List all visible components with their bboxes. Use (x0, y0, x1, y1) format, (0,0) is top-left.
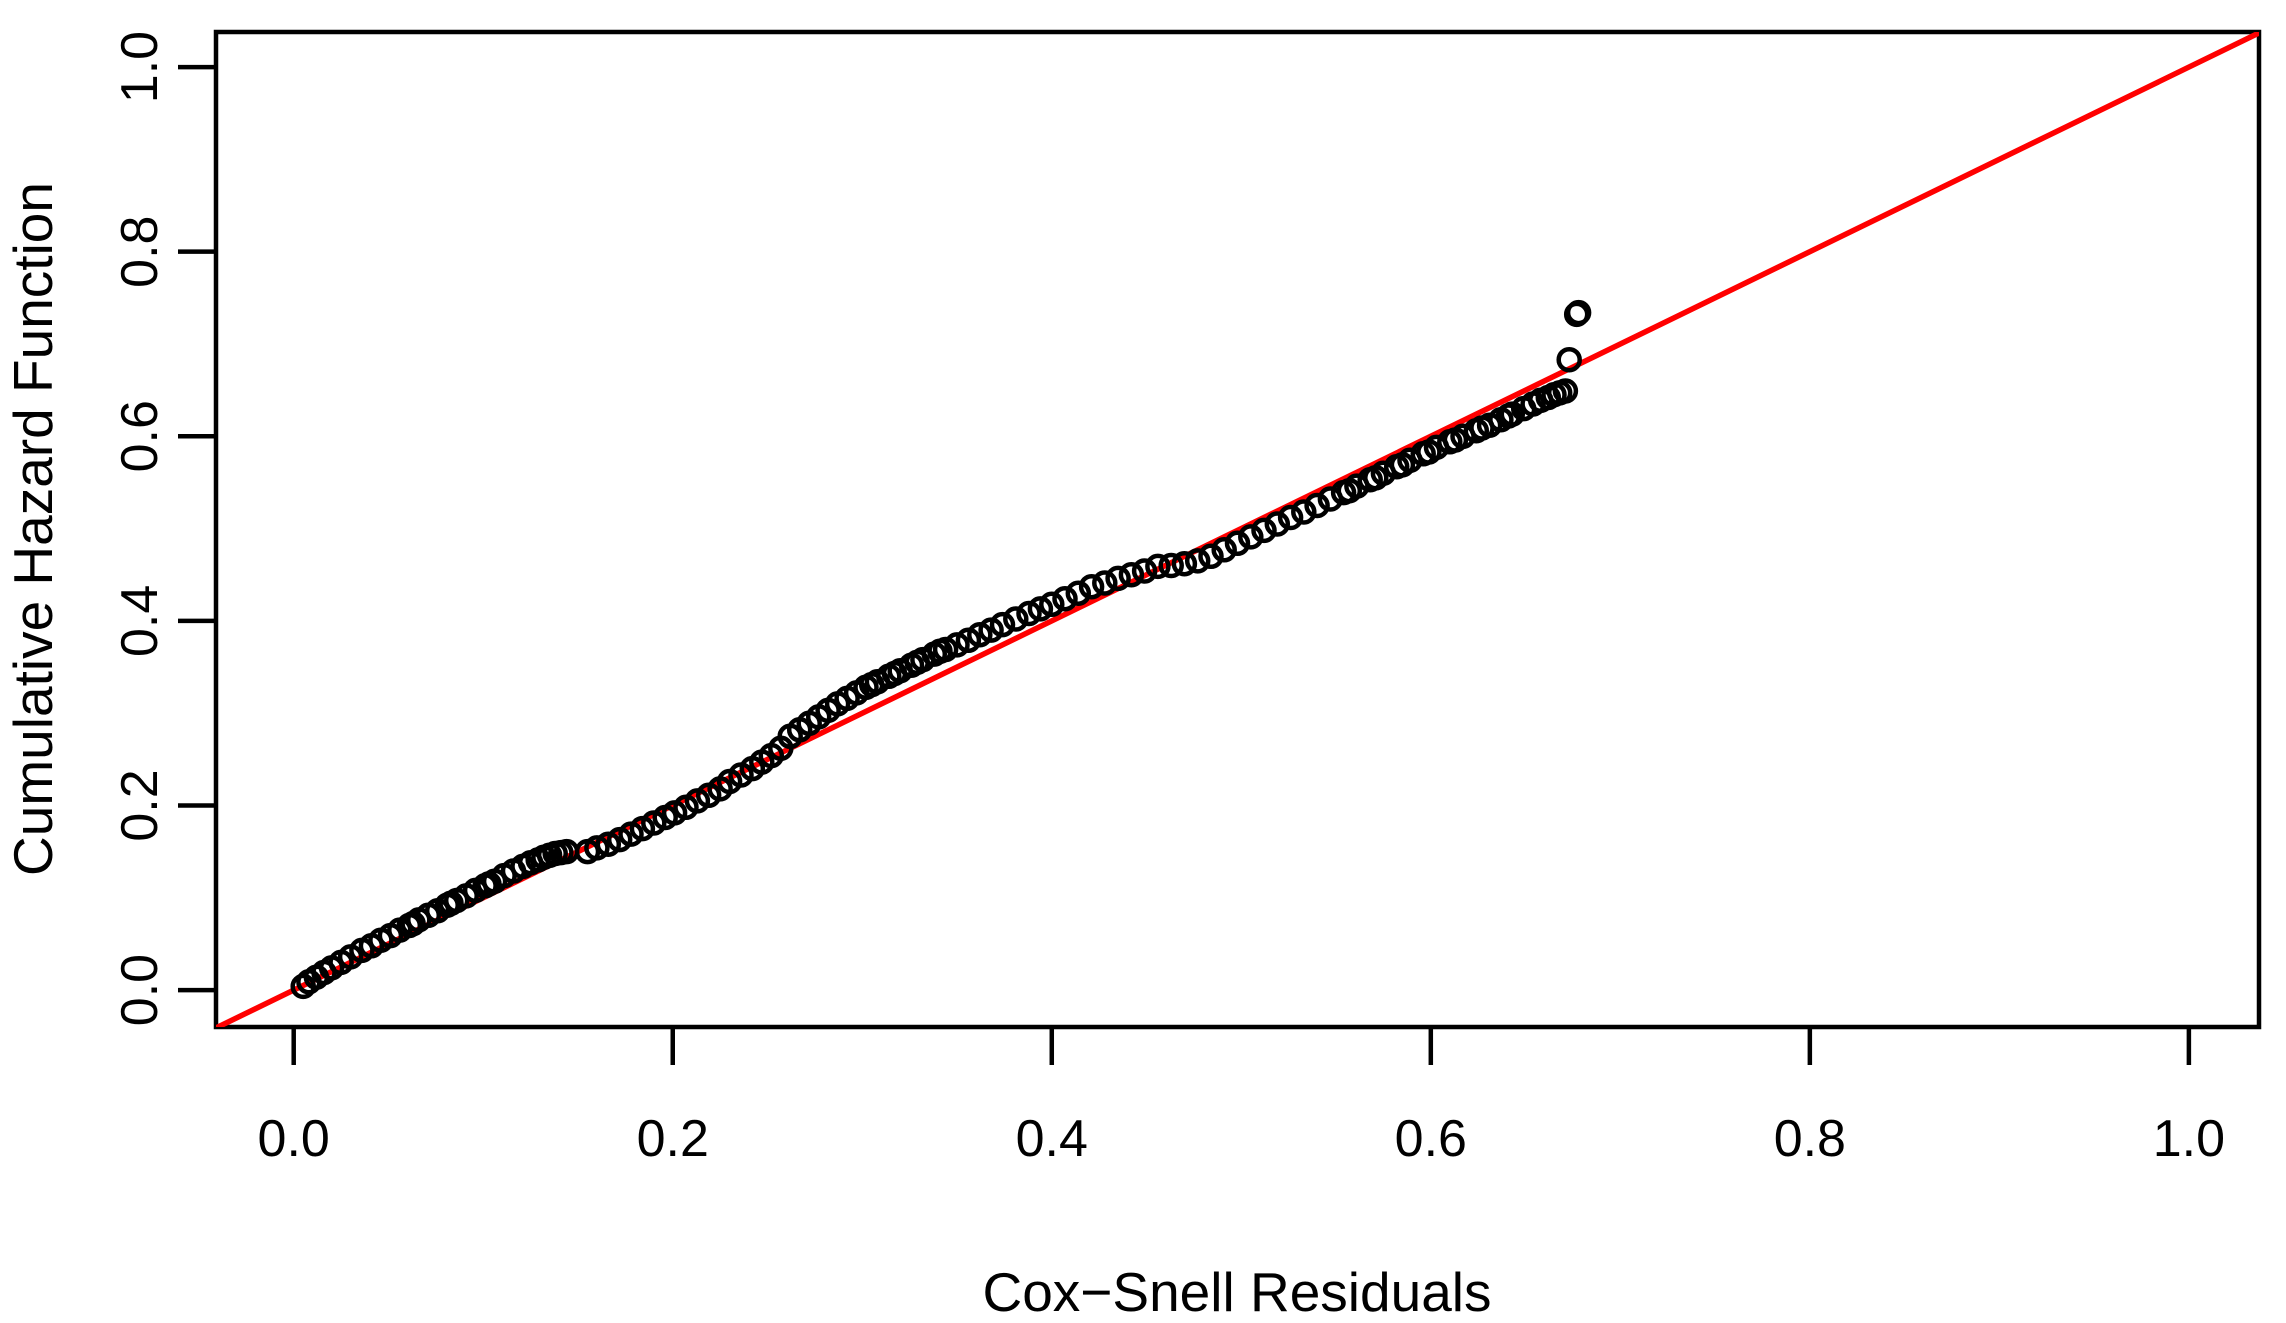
data-point (1552, 378, 1579, 404)
data-point (1184, 548, 1211, 574)
data-point (1145, 553, 1171, 580)
x-tick-label-1.0: 1.0 (2153, 1110, 2225, 1168)
x-tick-label-0.0: 0.0 (258, 1110, 330, 1168)
data-point (1277, 504, 1304, 531)
data-point (944, 632, 970, 658)
y-tick-label-1.0: 1.0 (111, 31, 169, 103)
plot-panel-border (213, 29, 2262, 1030)
data-point (1304, 492, 1330, 519)
x-axis-ticks: 0.0 0.2 0.4 0.6 0.8 1.0 (258, 1027, 2225, 1168)
data-point (1556, 346, 1582, 373)
y-tick-label-0.4: 0.4 (111, 585, 169, 657)
data-point (1118, 561, 1145, 588)
data-point (1092, 570, 1118, 596)
data-point (1131, 558, 1158, 584)
data-point (1065, 580, 1092, 606)
data-point (932, 636, 959, 663)
data-point (1003, 606, 1029, 632)
y-tick-label-0.8: 0.8 (111, 216, 169, 288)
data-point (1027, 596, 1054, 622)
data-point (595, 831, 622, 857)
data-point (1291, 499, 1317, 525)
x-tick-label-0.2: 0.2 (637, 1110, 709, 1168)
y-axis-ticks: 0.0 0.2 0.4 0.6 0.8 1.0 (111, 31, 216, 1026)
data-point (1105, 565, 1131, 592)
scatter-points-layer (290, 299, 1592, 1000)
data-point (1016, 600, 1042, 627)
data-point (1211, 537, 1237, 563)
x-axis-title: Cox−Snell Residuals (982, 1261, 1491, 1323)
y-axis-title: Cumulative Hazard Function (2, 182, 64, 876)
data-point (1171, 550, 1198, 577)
data-point (1251, 517, 1277, 544)
data-point (1264, 511, 1291, 537)
data-point (1052, 585, 1078, 612)
data-point (1565, 299, 1592, 326)
data-point (1238, 524, 1264, 550)
x-tick-label-0.4: 0.4 (1016, 1110, 1088, 1168)
x-tick-label-0.6: 0.6 (1395, 1110, 1467, 1168)
y-tick-label-0.0: 0.0 (111, 954, 169, 1026)
data-point (584, 835, 610, 861)
x-tick-label-0.8: 0.8 (1774, 1110, 1846, 1168)
data-point (1158, 552, 1184, 579)
data-point (1224, 530, 1251, 557)
data-point (989, 611, 1016, 638)
data-point (1039, 591, 1065, 618)
data-point (1198, 543, 1224, 570)
y-tick-label-0.2: 0.2 (111, 769, 169, 841)
y-tick-label-0.6: 0.6 (111, 400, 169, 472)
data-point (1078, 573, 1105, 600)
